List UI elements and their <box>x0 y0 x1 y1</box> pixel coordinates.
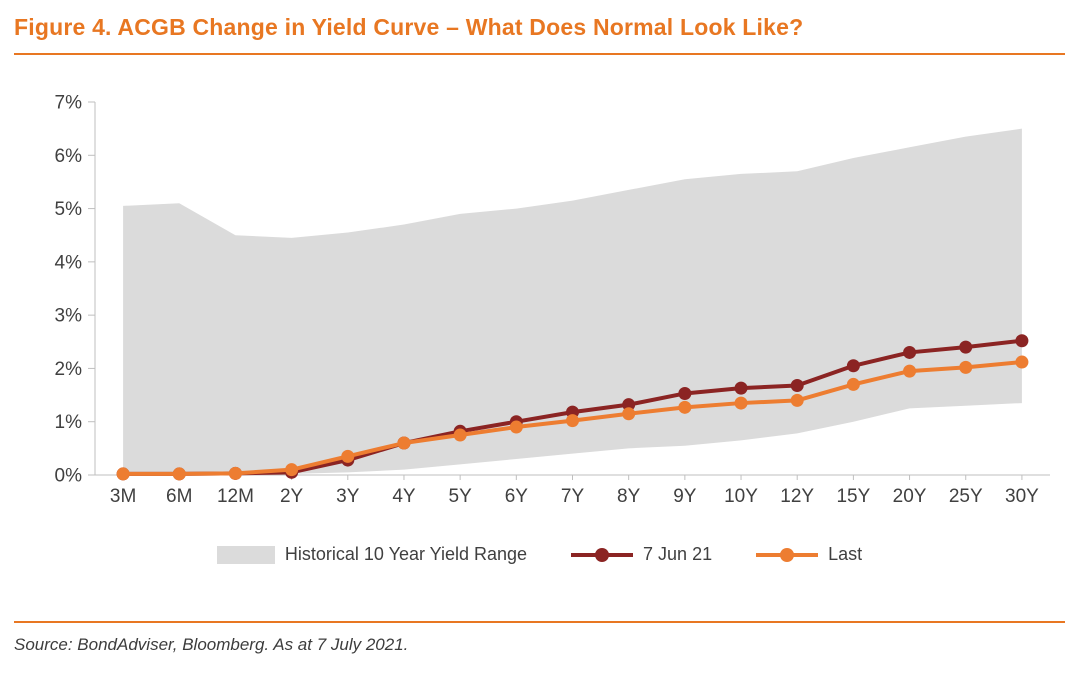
title-divider <box>14 53 1065 55</box>
x-tick-label: 12M <box>217 486 254 507</box>
yield-curve-chart: 0% 1% 2% 3% 4% 5% 6% 7% 3M 6M 12M 2Y 3Y 4Y 5Y 6Y 7Y 8Y 9Y 1… <box>55 93 1050 507</box>
series2-swatch-marker <box>780 547 795 562</box>
y-tick-label: 5% <box>55 199 83 220</box>
x-tick-label: 30Y <box>1005 486 1039 507</box>
x-tick-label: 15Y <box>836 486 870 507</box>
figure-page: Figure 4. ACGB Change in Yield Curve – W… <box>14 14 1065 654</box>
y-tick-label: 1% <box>55 412 83 433</box>
legend-item-band: Historical 10 Year Yield Range <box>216 544 528 565</box>
y-tick-label: 7% <box>55 93 83 114</box>
series-marker-1 <box>1015 355 1029 369</box>
legend-label-band: Historical 10 Year Yield Range <box>284 544 528 564</box>
series-marker-1 <box>678 400 692 414</box>
series-marker-1 <box>734 396 748 410</box>
series-marker-1 <box>397 436 411 450</box>
legend-item-last: Last <box>756 544 862 565</box>
band-swatch <box>216 545 275 564</box>
series-marker-1 <box>790 393 804 407</box>
footer-divider <box>14 621 1065 623</box>
x-tick-label: 8Y <box>617 486 641 507</box>
x-tick-label: 3Y <box>336 486 360 507</box>
series1-swatch-marker <box>595 547 610 562</box>
series-marker-0 <box>790 378 804 392</box>
series-marker-0 <box>734 381 748 395</box>
series-marker-1 <box>172 467 186 481</box>
series-marker-1 <box>341 449 355 463</box>
x-tick-label: 6Y <box>505 486 529 507</box>
series-marker-1 <box>622 407 636 421</box>
line-swatch-icon <box>756 547 819 562</box>
source-attribution: Source: BondAdviser, Bloomberg. As at 7 … <box>14 635 409 654</box>
series-marker-1 <box>228 466 242 480</box>
series-marker-0 <box>846 359 860 373</box>
x-tick-label: 9Y <box>673 486 697 507</box>
x-tick-label: 7Y <box>561 486 585 507</box>
legend-item-7jun21: 7 Jun 21 <box>571 544 712 565</box>
chart-legend: Historical 10 Year Yield Range 7 Jun 21 … <box>14 544 1065 565</box>
x-tick-label: 12Y <box>780 486 814 507</box>
series-marker-1 <box>903 364 917 378</box>
x-tick-label: 4Y <box>392 486 416 507</box>
y-tick-label: 3% <box>55 306 83 327</box>
x-tick-label: 10Y <box>724 486 758 507</box>
series-marker-0 <box>1015 334 1029 348</box>
series-marker-0 <box>678 386 692 400</box>
y-tick-label: 6% <box>55 146 83 167</box>
y-tick-label: 2% <box>55 359 83 380</box>
chart-area: 0% 1% 2% 3% 4% 5% 6% 7% 3M 6M 12M 2Y 3Y 4Y 5Y 6Y 7Y 8Y 9Y 1… <box>14 77 1065 565</box>
x-tick-label: 25Y <box>949 486 983 507</box>
x-tick-label: 20Y <box>893 486 927 507</box>
series-marker-0 <box>959 340 973 354</box>
line-swatch-icon <box>571 547 634 562</box>
series-marker-1 <box>959 360 973 374</box>
x-tick-label: 2Y <box>280 486 304 507</box>
series-marker-1 <box>285 463 299 477</box>
series-marker-0 <box>622 398 636 412</box>
series-marker-1 <box>846 377 860 391</box>
series-marker-0 <box>903 345 917 359</box>
legend-label-last: Last <box>828 544 863 564</box>
series-marker-1 <box>566 414 579 428</box>
y-tick-label: 0% <box>55 466 83 487</box>
figure-title: Figure 4. ACGB Change in Yield Curve – W… <box>14 14 804 40</box>
y-tick-label: 4% <box>55 252 83 273</box>
x-tick-label: 3M <box>110 486 136 507</box>
series-marker-1 <box>116 467 130 481</box>
series-marker-1 <box>453 428 467 442</box>
series-marker-1 <box>509 420 523 434</box>
x-tick-label: 6M <box>166 486 192 507</box>
legend-label-7jun21: 7 Jun 21 <box>643 544 713 564</box>
x-tick-label: 5Y <box>449 486 473 507</box>
band-swatch-icon <box>216 545 275 564</box>
